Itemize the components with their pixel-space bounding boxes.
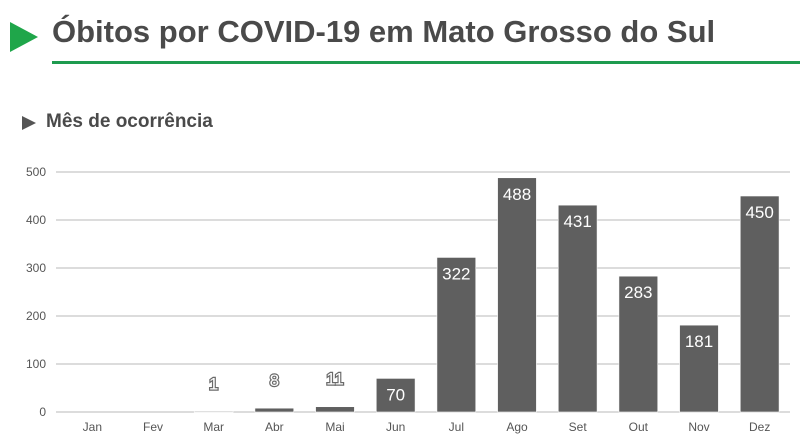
- data-label-nov: 181: [685, 332, 713, 351]
- section-title: Mês de ocorrência: [46, 111, 213, 132]
- x-tick-label: Jun: [386, 420, 405, 434]
- title-underline: [52, 61, 800, 64]
- x-tick-label: Abr: [265, 420, 284, 434]
- bar-set: [557, 204, 598, 413]
- data-label-mar: 1: [209, 375, 218, 394]
- grid-lines: [56, 171, 790, 413]
- bar-chart: 0 100 200 300 400 500 1 8 11 70 322 488 431 283 181 45…: [26, 165, 790, 434]
- x-tick-label: Out: [629, 420, 649, 434]
- data-label-out: 283: [624, 283, 652, 302]
- bar-dez: [739, 195, 780, 413]
- header: Óbitos por COVID-19 em Mato Grosso do Su…: [0, 0, 800, 66]
- x-tick-label: Ago: [506, 420, 528, 434]
- y-tick-label: 500: [26, 165, 46, 179]
- page-title: Óbitos por COVID-19 em Mato Grosso do Su…: [52, 14, 716, 49]
- data-label-ago: 488: [503, 185, 531, 204]
- data-label-jun: 70: [386, 385, 405, 404]
- x-tick-label: Fev: [143, 420, 163, 434]
- bar-mai: [315, 406, 355, 413]
- triangle-icon: [10, 22, 38, 52]
- bar-jul: [436, 257, 477, 413]
- x-tick-label: Mai: [325, 420, 344, 434]
- y-axis-ticks: 0 100 200 300 400 500: [26, 165, 46, 419]
- y-tick-label: 0: [39, 405, 46, 419]
- bar-ago: [497, 177, 537, 413]
- y-tick-label: 400: [26, 213, 46, 227]
- data-label-abr: 8: [270, 371, 279, 390]
- play-arrow-icon: [22, 116, 36, 130]
- y-tick-label: 100: [26, 357, 46, 371]
- bar-abr: [254, 407, 295, 413]
- x-tick-label: Mar: [203, 420, 224, 434]
- x-tick-label: Jan: [83, 420, 102, 434]
- x-tick-label: Dez: [749, 420, 770, 434]
- bars: [193, 177, 780, 413]
- x-axis-ticks: Jan Fev Mar Abr Mai Jun Jul Ago Set Out Nov Dez: [83, 420, 771, 434]
- data-label-dez: 450: [745, 203, 773, 222]
- y-tick-label: 200: [26, 309, 46, 323]
- bar-nov: [679, 324, 719, 413]
- y-tick-label: 300: [26, 261, 46, 275]
- x-tick-label: Set: [569, 420, 588, 434]
- bar-mar: [193, 411, 234, 413]
- bar-jun: [375, 378, 416, 413]
- x-tick-label: Nov: [688, 420, 709, 434]
- bar-out: [618, 275, 659, 413]
- x-tick-label: Jul: [449, 420, 464, 434]
- data-label-set: 431: [563, 212, 591, 231]
- data-label-mai: 11: [326, 370, 344, 389]
- data-label-jul: 322: [442, 264, 470, 283]
- data-labels: 1 8 11 70 322 488 431 283 181 450: [208, 185, 774, 405]
